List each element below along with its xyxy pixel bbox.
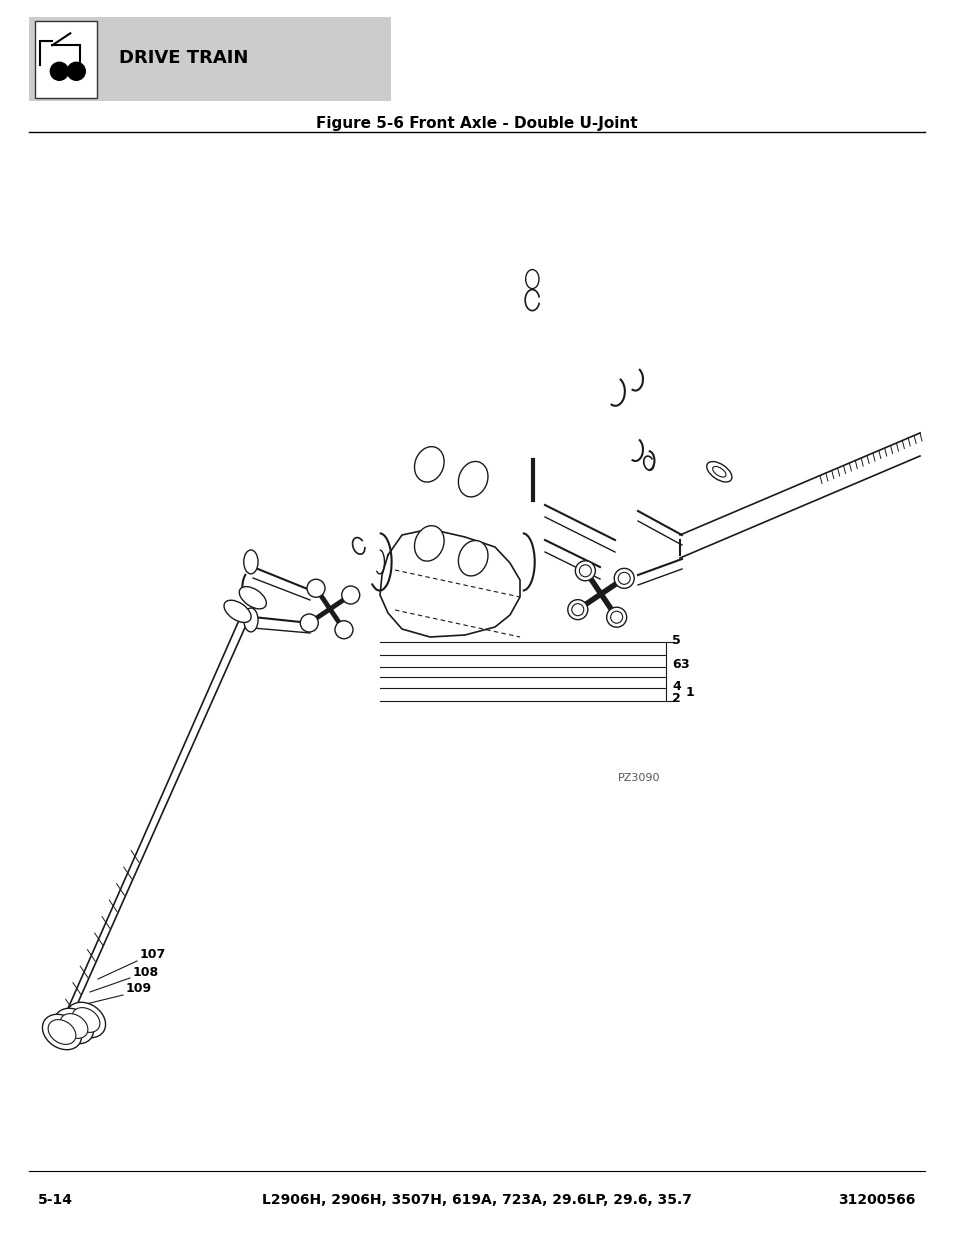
Circle shape [68,62,85,80]
Ellipse shape [60,1014,88,1039]
Text: 107: 107 [140,948,166,962]
Text: DRIVE TRAIN: DRIVE TRAIN [119,49,249,67]
Ellipse shape [239,587,266,609]
Ellipse shape [525,269,538,289]
Circle shape [567,600,587,620]
Ellipse shape [457,462,488,496]
Text: 31200566: 31200566 [838,1193,915,1208]
Ellipse shape [42,1014,82,1050]
Circle shape [606,608,626,627]
Text: 4: 4 [671,679,680,693]
Circle shape [307,579,325,598]
Ellipse shape [72,1008,100,1032]
Circle shape [575,561,595,580]
Text: 5: 5 [671,634,680,646]
Circle shape [300,614,318,632]
Ellipse shape [712,467,725,477]
Text: 108: 108 [132,966,159,978]
Text: 3: 3 [679,658,688,672]
Text: 5-14: 5-14 [38,1193,73,1208]
Text: 1: 1 [685,685,694,699]
Text: 6: 6 [671,658,679,672]
Ellipse shape [457,541,488,576]
Circle shape [51,62,69,80]
Circle shape [614,568,634,588]
Ellipse shape [414,526,444,561]
Text: PZ3090: PZ3090 [618,773,659,783]
Ellipse shape [54,1008,93,1044]
Ellipse shape [414,447,444,482]
Circle shape [335,621,353,638]
Ellipse shape [706,462,731,482]
Bar [35,21,97,98]
Text: Figure 5-6 Front Axle - Double U-Joint: Figure 5-6 Front Axle - Double U-Joint [315,116,638,131]
Circle shape [571,604,583,616]
Text: 109: 109 [126,983,152,995]
Ellipse shape [48,1020,76,1045]
Text: L2906H, 2906H, 3507H, 619A, 723A, 29.6LP, 29.6, 35.7: L2906H, 2906H, 3507H, 619A, 723A, 29.6LP… [262,1193,691,1208]
Ellipse shape [67,1003,106,1037]
FancyBboxPatch shape [29,17,391,101]
Ellipse shape [224,600,251,622]
Circle shape [618,572,630,584]
Circle shape [610,611,622,624]
Ellipse shape [243,608,257,632]
Circle shape [578,564,591,577]
Text: 2: 2 [671,693,680,705]
Ellipse shape [243,550,257,574]
Circle shape [341,587,359,604]
